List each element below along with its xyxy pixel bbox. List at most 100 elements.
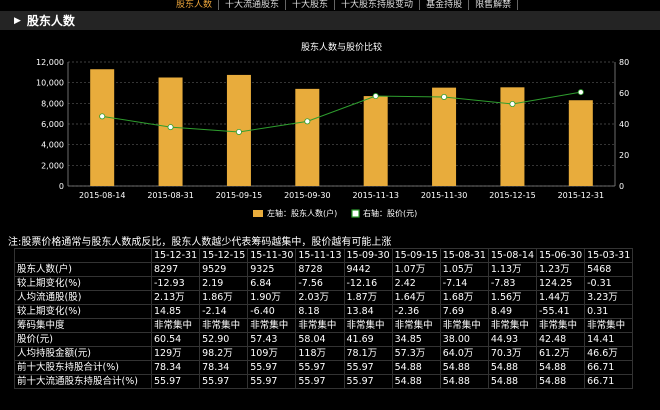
shareholder-table: 15-12-31 15-12-15 15-11-30 15-11-13 15-09-30… <box>14 248 634 389</box>
table-cell: 55.97 <box>295 360 345 375</box>
table-cell: 9442 <box>343 262 393 277</box>
legend-bar-label: 左轴：股东人数(户) <box>267 208 337 218</box>
table-cell: 57.3万 <box>391 346 441 361</box>
x-tick-label: 2015-11-13 <box>352 191 399 200</box>
tab-2[interactable]: 十大股东 <box>286 0 336 10</box>
tab-4[interactable]: 基金持股 <box>420 0 470 10</box>
table-cell: 非常集中 <box>247 318 297 333</box>
table-cell: 5468 <box>584 262 634 277</box>
column-header: 15-12-15 <box>199 248 249 263</box>
table-cell: 109万 <box>247 346 297 361</box>
column-header: 15-03-31 <box>584 248 634 263</box>
table-cell: -7.56 <box>295 276 345 291</box>
table-cell: 7.69 <box>439 304 489 319</box>
section-title: 股东人数 <box>26 14 75 28</box>
table-cell: 54.88 <box>535 360 586 375</box>
table-cell: 8297 <box>150 262 201 277</box>
tab-1[interactable]: 十大流通股东 <box>219 0 287 10</box>
price-point <box>99 113 106 120</box>
table-cell: -2.36 <box>391 304 441 319</box>
right-tick-label: 40 <box>619 120 629 129</box>
table-cell: 124.25 <box>535 276 586 291</box>
table-row: 股价(元) 60.54 52.90 57.43 58.04 41.69 34.85 38.00… <box>14 332 634 347</box>
column-header: 15-12-31 <box>150 248 201 263</box>
table-cell: 9529 <box>199 262 249 277</box>
bar <box>432 87 457 186</box>
table-cell: 2.03万 <box>295 290 345 305</box>
table-header-row: 15-12-31 15-12-15 15-11-30 15-11-13 15-09-30… <box>14 248 634 263</box>
row-label: 较上期变化(%) <box>14 304 152 319</box>
table-cell: 54.88 <box>535 374 586 389</box>
price-line <box>102 91 581 133</box>
table-cell: 54.88 <box>391 360 441 375</box>
row-label: 股东人数(户) <box>14 262 152 277</box>
right-tick-label: 0 <box>619 182 624 191</box>
chart-note: 注:股票价格通常与股东人数成反比，股东人数越少代表筹码越集中，股价越有可能上涨 <box>8 237 392 248</box>
table-cell: 61.2万 <box>535 346 586 361</box>
price-point <box>509 101 516 108</box>
table-cell: 54.88 <box>391 374 441 389</box>
table-row: 人均持股金额(元) 129万 98.2万 109万 118万 78.1万 57.3万 64.0… <box>14 346 634 361</box>
x-tick-label: 2015-09-15 <box>216 191 263 200</box>
table-cell: 118万 <box>295 346 345 361</box>
table-cell: 8.49 <box>487 304 538 319</box>
tab-3[interactable]: 十大股东持股变动 <box>335 0 421 10</box>
tab-0[interactable]: 股东人数 <box>170 0 220 10</box>
table-cell: 57.43 <box>247 332 297 347</box>
legend-line-label: 右轴：股价(元) <box>363 208 417 218</box>
table-cell: 14.85 <box>150 304 201 319</box>
row-label: 前十大流通股东持股合计(%) <box>14 374 152 389</box>
table-cell: 1.90万 <box>247 290 297 305</box>
table-cell: 52.90 <box>199 332 249 347</box>
tab-5[interactable]: 限售解禁 <box>469 0 519 10</box>
x-tick-label: 2015-12-31 <box>558 191 605 200</box>
table-cell: 0.31 <box>584 304 634 319</box>
table-cell: 78.34 <box>150 360 201 375</box>
x-tick-label: 2015-08-31 <box>147 191 194 200</box>
table-cell: 1.13万 <box>487 262 538 277</box>
table-cell: 129万 <box>150 346 201 361</box>
column-header: 15-11-30 <box>247 248 297 263</box>
left-tick-label: 4,000 <box>41 141 64 150</box>
x-tick-label: 2015-12-15 <box>489 191 536 200</box>
table-cell: -6.40 <box>247 304 297 319</box>
left-tick-label: 8,000 <box>41 99 64 108</box>
table-row: 前十大流通股东持股合计(%) 55.97 55.97 55.97 55.97 55.97 5… <box>14 374 634 389</box>
table-cell: 58.04 <box>295 332 345 347</box>
table-cell: 54.88 <box>487 360 538 375</box>
top-tab-bar: 股东人数 十大流通股东 十大股东 十大股东持股变动 基金持股 限售解禁 <box>170 0 519 10</box>
table-cell: 9325 <box>247 262 297 277</box>
table-cell: 1.56万 <box>487 290 538 305</box>
table-cell: 60.54 <box>150 332 201 347</box>
table-cell: 1.87万 <box>343 290 393 305</box>
x-tick-label: 2015-11-30 <box>421 191 468 200</box>
right-tick-label: 20 <box>619 151 629 160</box>
left-tick-label: 6,000 <box>41 120 64 129</box>
right-tick-label: 80 <box>619 58 629 67</box>
table-cell: -55.41 <box>535 304 586 319</box>
left-tick-label: 0 <box>59 182 64 191</box>
price-point <box>235 128 242 135</box>
table-cell: 1.64万 <box>391 290 441 305</box>
table-cell: 非常集中 <box>199 318 249 333</box>
row-label: 股价(元) <box>14 332 152 347</box>
table-cell: 55.97 <box>343 360 393 375</box>
table-cell: -0.31 <box>584 276 634 291</box>
column-header <box>14 248 152 263</box>
table-cell: 8.18 <box>295 304 345 319</box>
price-point <box>577 89 584 96</box>
table-cell: -2.14 <box>199 304 249 319</box>
table-cell: 1.05万 <box>439 262 489 277</box>
table-cell: 6.84 <box>247 276 297 291</box>
table-cell: 2.19 <box>199 276 249 291</box>
table-cell: -7.14 <box>439 276 489 291</box>
table-cell: 非常集中 <box>439 318 489 333</box>
table-cell: 44.93 <box>487 332 538 347</box>
column-header: 15-09-30 <box>343 248 393 263</box>
table-cell: 78.1万 <box>343 346 393 361</box>
left-tick-label: 2,000 <box>41 161 64 170</box>
x-tick-label: 2015-09-30 <box>284 191 331 200</box>
table-cell: -12.16 <box>343 276 393 291</box>
table-cell: 1.68万 <box>439 290 489 305</box>
table-cell: 78.34 <box>199 360 249 375</box>
